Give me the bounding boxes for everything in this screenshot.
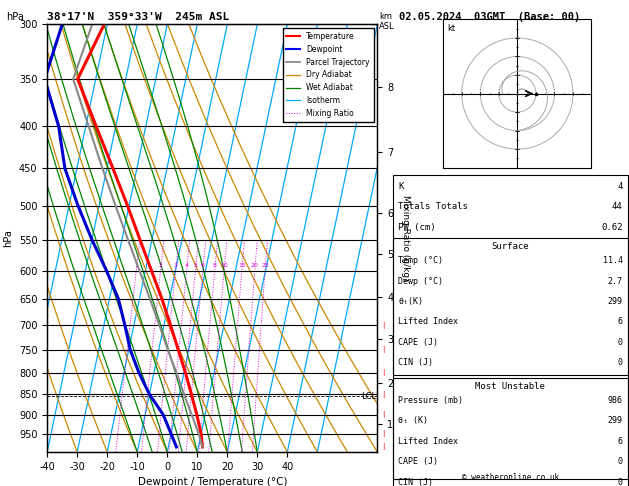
- Text: 299: 299: [608, 417, 623, 425]
- Text: 0: 0: [618, 358, 623, 367]
- Text: Lifted Index: Lifted Index: [398, 437, 458, 446]
- Text: 0: 0: [618, 457, 623, 466]
- Text: 4: 4: [185, 263, 189, 268]
- Text: © weatheronline.co.uk: © weatheronline.co.uk: [462, 473, 559, 482]
- Text: θₜ(K): θₜ(K): [398, 297, 423, 306]
- Text: Lifted Index: Lifted Index: [398, 317, 458, 327]
- Text: 2: 2: [159, 263, 162, 268]
- Text: 986: 986: [608, 396, 623, 405]
- Text: 2.7: 2.7: [608, 277, 623, 286]
- Text: 1: 1: [135, 263, 138, 268]
- Text: 38°17'N  359°33'W  245m ASL: 38°17'N 359°33'W 245m ASL: [47, 12, 230, 22]
- Text: 0: 0: [618, 478, 623, 486]
- Text: 20: 20: [251, 263, 259, 268]
- Text: K: K: [398, 182, 404, 191]
- Text: Totals Totals: Totals Totals: [398, 202, 468, 211]
- Text: Pressure (mb): Pressure (mb): [398, 396, 463, 405]
- Text: Most Unstable: Most Unstable: [476, 382, 545, 391]
- Text: |: |: [382, 322, 385, 329]
- Text: |: |: [382, 347, 385, 353]
- Text: Surface: Surface: [492, 242, 529, 251]
- Text: |: |: [382, 369, 385, 376]
- Text: Dewp (°C): Dewp (°C): [398, 277, 443, 286]
- Text: |: |: [382, 443, 385, 451]
- Text: hPa: hPa: [6, 12, 24, 22]
- Text: 0.62: 0.62: [601, 223, 623, 231]
- Text: PW (cm): PW (cm): [398, 223, 436, 231]
- Legend: Temperature, Dewpoint, Parcel Trajectory, Dry Adiabat, Wet Adiabat, Isotherm, Mi: Temperature, Dewpoint, Parcel Trajectory…: [282, 28, 374, 122]
- Y-axis label: Mixing Ratio (g/kg): Mixing Ratio (g/kg): [401, 195, 410, 281]
- Text: 3: 3: [174, 263, 177, 268]
- Y-axis label: hPa: hPa: [3, 229, 13, 247]
- Text: kt: kt: [447, 23, 455, 33]
- X-axis label: Dewpoint / Temperature (°C): Dewpoint / Temperature (°C): [138, 477, 287, 486]
- Text: |: |: [382, 411, 385, 418]
- Text: km
ASL: km ASL: [379, 12, 395, 31]
- Text: 5: 5: [194, 263, 198, 268]
- Text: θₜ (K): θₜ (K): [398, 417, 428, 425]
- Text: LCL: LCL: [362, 392, 377, 401]
- Text: 0: 0: [618, 338, 623, 347]
- Text: 4: 4: [617, 182, 623, 191]
- Text: 6: 6: [618, 317, 623, 327]
- Text: 44: 44: [612, 202, 623, 211]
- Text: CIN (J): CIN (J): [398, 478, 433, 486]
- Text: |: |: [382, 430, 385, 437]
- Text: CIN (J): CIN (J): [398, 358, 433, 367]
- Text: 10: 10: [220, 263, 228, 268]
- Text: 11.4: 11.4: [603, 256, 623, 265]
- Text: CAPE (J): CAPE (J): [398, 338, 438, 347]
- Text: CAPE (J): CAPE (J): [398, 457, 438, 466]
- Text: 6: 6: [201, 263, 205, 268]
- Text: |: |: [382, 391, 385, 398]
- Text: 6: 6: [618, 437, 623, 446]
- Text: Temp (°C): Temp (°C): [398, 256, 443, 265]
- Text: 02.05.2024  03GMT  (Base: 00): 02.05.2024 03GMT (Base: 00): [399, 12, 581, 22]
- Text: 15: 15: [238, 263, 246, 268]
- Text: 299: 299: [608, 297, 623, 306]
- Text: 25: 25: [261, 263, 269, 268]
- Text: 8: 8: [213, 263, 216, 268]
